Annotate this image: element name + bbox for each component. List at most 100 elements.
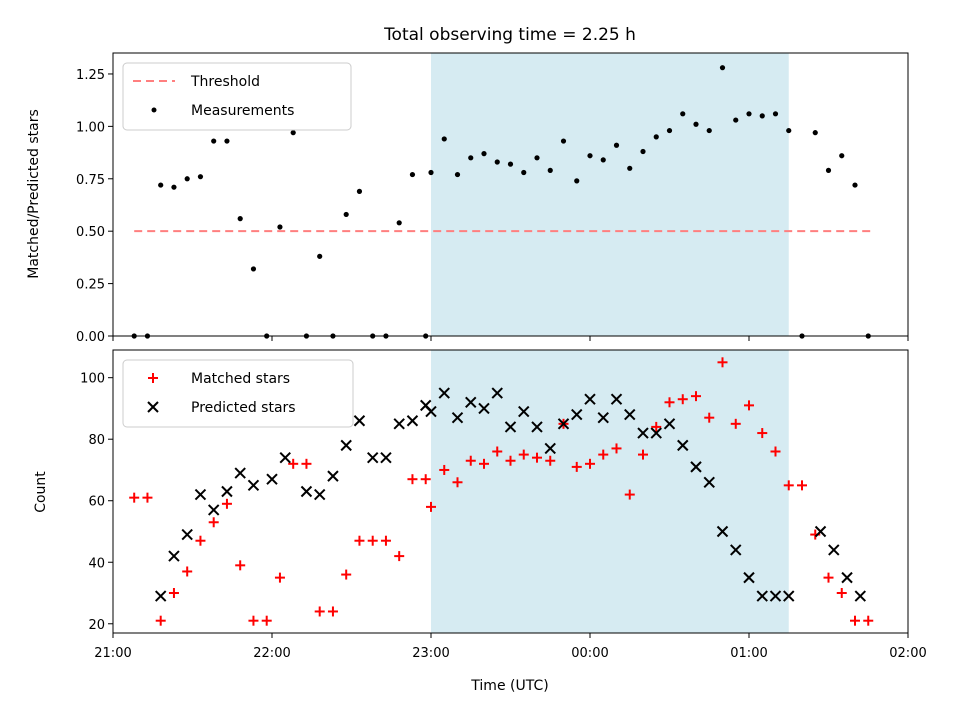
matched-star-point (532, 452, 542, 463)
measurement-point (640, 148, 646, 155)
count-panel-frame (112, 349, 909, 634)
predicted-star-point (478, 402, 490, 415)
measurement-point (627, 165, 633, 171)
matched-star-point (797, 480, 807, 491)
y-tick-label: 40 (88, 556, 105, 571)
y-tick-label: 100 (80, 372, 105, 387)
measurement-point (733, 117, 739, 123)
matched-star-point (850, 615, 860, 626)
matched-star-point (380, 535, 391, 546)
legend-predicted-label: Predicted stars (191, 400, 296, 416)
matched-star-point (836, 588, 847, 599)
predicted-star-point (207, 504, 220, 516)
matched-star-point (274, 572, 285, 583)
y-tick-label: 60 (88, 495, 105, 510)
matched-star-point (744, 400, 754, 411)
matched-star-point (505, 455, 516, 466)
predicted-star-point (814, 525, 827, 538)
predicted-star-point (327, 470, 339, 482)
matched-star-point (420, 474, 431, 485)
measurement-point (343, 211, 349, 218)
matched-star-point (129, 492, 140, 503)
measurement-point (171, 184, 177, 190)
measurement-point (772, 111, 779, 117)
count-series (129, 357, 874, 626)
matched-star-point (783, 480, 794, 491)
y-tick-label: 1.25 (76, 68, 105, 83)
x-tick-label: 21:00 (94, 646, 131, 661)
ratio-legend: Threshold Measurements (122, 62, 352, 131)
matched-star-point (394, 551, 405, 562)
measurement-point (587, 153, 593, 159)
predicted-star-point (571, 408, 583, 421)
matched-star-point (651, 421, 662, 432)
measurement-point (317, 253, 323, 259)
matched-star-point (327, 606, 338, 617)
predicted-star-point (438, 387, 450, 399)
measurement-point (507, 161, 514, 167)
predicted-star-point (650, 427, 662, 439)
observing-span-top (431, 53, 789, 336)
legend-matched-label: Matched stars (191, 371, 290, 387)
matched-star-point (677, 394, 688, 405)
legend-predicted-swatch (147, 401, 159, 413)
y-tick-label: 0.00 (76, 330, 105, 345)
matched-star-point (208, 517, 219, 528)
matched-star-point (823, 572, 834, 583)
measurement-point (396, 220, 402, 226)
matched-star-point (314, 606, 325, 617)
y-tick-label: 0.50 (76, 225, 105, 240)
predicted-star-point (743, 571, 755, 584)
predicted-star-point (597, 411, 609, 424)
predicted-star-point (380, 451, 392, 464)
measurement-point (441, 136, 447, 142)
x-tick-label: 01:00 (730, 646, 767, 661)
predicted-star-point (313, 488, 326, 501)
measurement-point (197, 174, 204, 180)
measurement-point (428, 169, 434, 176)
matched-star-point (770, 446, 781, 457)
matched-star-point (439, 464, 450, 475)
measurement-point (839, 153, 845, 159)
measurement-point (534, 155, 540, 161)
matched-star-point (492, 446, 503, 457)
predicted-star-point (663, 418, 676, 430)
count-y-axis: 20 40 60 80 100 (80, 372, 113, 633)
measurement-point (666, 127, 673, 134)
matched-star-point (465, 455, 476, 466)
x-tick-label: 00:00 (571, 646, 608, 661)
y-tick-label: 1.00 (76, 120, 105, 135)
predicted-star-point (518, 405, 530, 418)
matched-star-point (182, 566, 193, 577)
predicted-star-point (491, 387, 503, 399)
ratio-y-axis: 0.00 0.25 0.50 0.75 1.00 1.25 (76, 68, 113, 345)
predicted-star-point (703, 476, 715, 488)
observing-span-rect (431, 350, 789, 633)
x-tick-label: 22:00 (253, 646, 290, 661)
ratio-y-label: Matched/Predicted stars (26, 109, 42, 279)
x-tick-label: 23:00 (412, 646, 449, 661)
predicted-star-point (637, 427, 649, 439)
predicted-star-point (531, 421, 543, 433)
measurement-point (184, 176, 190, 182)
matched-star-point (479, 458, 489, 469)
matched-star-point (452, 477, 463, 488)
matched-star-point (624, 489, 635, 500)
count-legend: Matched stars Predicted stars (122, 359, 354, 428)
matched-star-point (518, 449, 529, 460)
measurement-point (211, 138, 217, 144)
ratio-legend-box (122, 62, 352, 131)
measurement-point (719, 65, 726, 71)
predicted-star-point (584, 393, 596, 405)
predicted-star-point (465, 396, 477, 409)
measurement-point (746, 111, 752, 117)
x-tick-label: 02:00 (889, 646, 926, 661)
matched-star-point (354, 535, 365, 546)
predicted-star-point (544, 442, 556, 455)
measurement-point (759, 113, 765, 119)
matched-star-point (155, 615, 166, 626)
matched-star-point (545, 455, 556, 466)
predicted-star-point (610, 393, 623, 405)
y-tick-label: 0.25 (76, 278, 105, 293)
measurement-point (574, 178, 580, 184)
